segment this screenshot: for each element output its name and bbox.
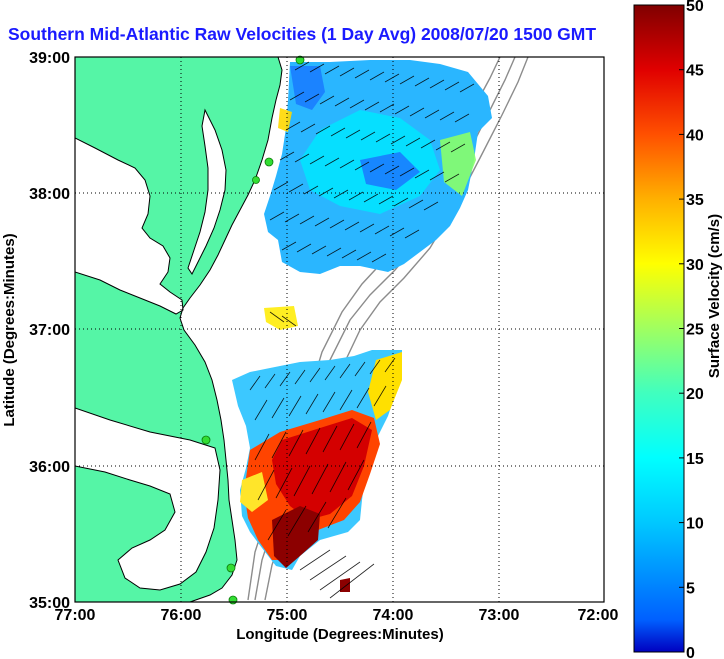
colorbar-tick-label: 15: [686, 451, 704, 468]
radar-site-marker: [252, 176, 260, 184]
colorbar-tick-label: 25: [686, 322, 704, 339]
lon-tick-label: 76:00: [161, 607, 202, 624]
lat-tick-label: 39:00: [29, 50, 70, 67]
colorbar-tick-labels: 50 45 40 35 30 25 20 15 10 5 0: [686, 0, 704, 659]
radar-sites: [201, 55, 305, 605]
colorbar-tick-label: 10: [686, 516, 704, 533]
radar-site-marker: [264, 157, 274, 167]
colorbar-tick-label: 30: [686, 257, 704, 274]
colorbar-tick-label: 35: [686, 192, 704, 209]
radar-site-marker: [228, 595, 238, 605]
colorbar-tick-label: 20: [686, 386, 704, 403]
radar-site-marker: [226, 563, 236, 573]
pamlico-sound: [75, 407, 221, 591]
lon-tick-label: 77:00: [55, 607, 96, 624]
colorbar-ticks: [679, 4, 684, 653]
lon-tick-label: 72:00: [578, 607, 619, 624]
radar-site-marker: [201, 435, 211, 445]
velocity-vectors: [249, 61, 475, 599]
plot-frame: [74, 56, 605, 603]
bay-eastern-shore: [187, 108, 227, 275]
colorbar-tick-label: 5: [686, 580, 695, 597]
colorbar-tick-label: 40: [686, 127, 704, 144]
lat-tick-label: 38:00: [29, 186, 70, 203]
grid-lines: [75, 57, 604, 602]
lat-tick-label: 35:00: [29, 595, 70, 612]
y-axis-title: Latitude (Degrees:Minutes): [1, 233, 18, 426]
lon-tick-labels: 77:00 76:00 75:00 74:00 73:00 72:00: [55, 607, 619, 624]
radar-site-marker: [295, 55, 305, 65]
chart-title: Southern Mid-Atlantic Raw Velocities (1 …: [8, 24, 597, 44]
lat-tick-labels: 39:00 38:00 37:00 36:00 35:00: [29, 50, 70, 612]
colorbar: [633, 4, 685, 653]
lon-tick-label: 73:00: [479, 607, 520, 624]
x-axis-title: Longitude (Degrees:Minutes): [236, 626, 444, 643]
lat-tick-label: 36:00: [29, 459, 70, 476]
colorbar-label: Surface Velocity (cm/s): [706, 214, 723, 378]
chesapeake-bay: [75, 137, 184, 315]
colorbar-tick-label: 0: [686, 645, 695, 659]
lon-tick-label: 74:00: [373, 607, 414, 624]
colorbar-tick-label: 50: [686, 0, 704, 15]
colorbar-tick-label: 45: [686, 63, 704, 80]
lon-tick-label: 75:00: [267, 607, 308, 624]
lat-tick-label: 37:00: [29, 322, 70, 339]
